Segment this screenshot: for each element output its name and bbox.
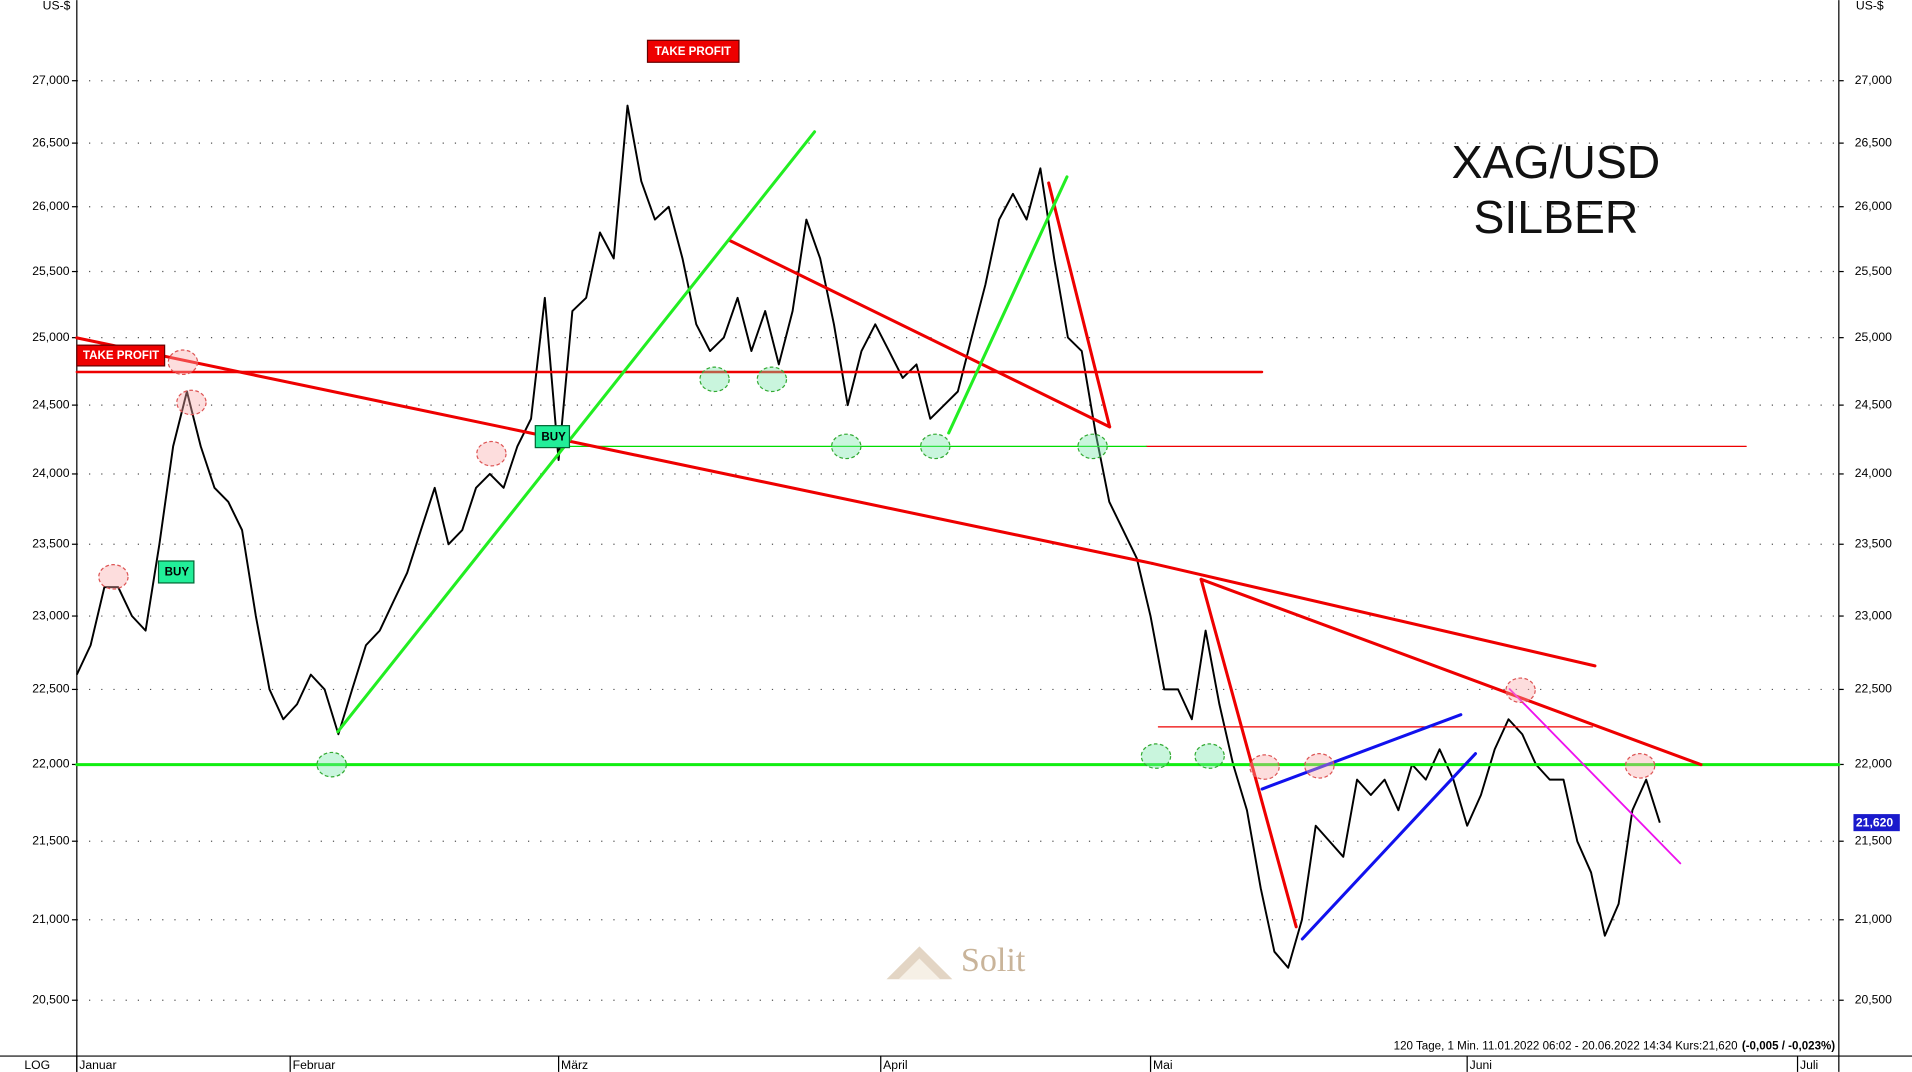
support-marker <box>316 751 347 778</box>
annotation-box <box>534 425 571 449</box>
channel-line <box>1300 752 1477 941</box>
support-marker <box>1077 433 1108 460</box>
x-tick-label: Juni <box>1470 1058 1492 1072</box>
y-tick-label: 20,500 <box>1855 992 1892 1006</box>
y-tick-label: 24,500 <box>32 397 69 411</box>
y-tick-label: 25,000 <box>32 330 69 344</box>
y-tick-label: 22,000 <box>32 757 69 771</box>
footer-change: (-0,005 / -0,023%) <box>1742 1040 1835 1052</box>
y-tick-label: 24,500 <box>1855 397 1892 411</box>
y-tick-label: 26,500 <box>1855 135 1892 149</box>
y-tick-label: 23,000 <box>32 608 69 622</box>
y-tick-label: 21,000 <box>32 912 69 926</box>
watermark: Solit <box>961 942 1026 979</box>
trend-line <box>336 130 817 734</box>
x-tick-label: Juli <box>1800 1058 1818 1072</box>
y-tick-label: 22,500 <box>32 682 69 696</box>
trend-line <box>727 238 1112 429</box>
support-marker <box>920 433 951 460</box>
y-tick-label: 22,000 <box>1855 757 1892 771</box>
support-marker <box>699 366 730 393</box>
resistance-marker <box>1505 677 1536 704</box>
y-unit: US-$ <box>43 0 71 12</box>
y-tick-label: 23,500 <box>32 536 69 550</box>
x-tick-label: Mai <box>1153 1058 1173 1072</box>
y-unit: US-$ <box>1856 0 1884 12</box>
y-tick-label: 21,500 <box>32 833 69 847</box>
x-tick-label: März <box>561 1058 588 1072</box>
trend-line <box>1508 688 1682 865</box>
trend-line <box>1150 561 1597 668</box>
y-tick-label: 25,000 <box>1855 330 1892 344</box>
last-price-badge <box>1853 814 1900 832</box>
chart-title: XAG/USD <box>1452 136 1661 188</box>
chart-subtitle: SILBER <box>1474 191 1639 243</box>
y-tick-label: 27,000 <box>32 73 69 87</box>
y-tick-label: 21,500 <box>1855 833 1892 847</box>
channel-line <box>1260 713 1463 791</box>
resistance-marker <box>98 564 129 590</box>
annotation-box <box>76 344 166 367</box>
footer: 120 Tage, 1 Min. 11.01.2022 06:02 - 20.0… <box>1394 1040 1738 1052</box>
support-marker <box>1140 743 1172 769</box>
trend-line <box>947 175 1069 435</box>
x-tick-label: Februar <box>293 1058 336 1072</box>
trend-line <box>1199 577 1298 929</box>
support-marker <box>1194 743 1225 769</box>
y-tick-label: 21,000 <box>1855 912 1892 926</box>
y-tick-label: 22,500 <box>1855 682 1892 696</box>
annotation-box <box>646 39 740 63</box>
y-tick-label: 26,000 <box>1855 199 1892 213</box>
x-tick-label: Januar <box>79 1058 116 1072</box>
trend-lines <box>75 130 1841 941</box>
annotation: TAKE PROFIT <box>655 46 731 58</box>
y-tick-label: 23,500 <box>1855 536 1892 550</box>
trend-line <box>1199 577 1703 767</box>
annotation-box <box>157 560 195 584</box>
resistance-marker <box>176 389 207 416</box>
resistance-marker <box>1624 753 1656 779</box>
y-tick-label: 24,000 <box>1855 466 1892 480</box>
y-tick-label: 20,500 <box>32 992 69 1006</box>
last-price-label: 21,620 <box>1856 815 1893 829</box>
watermark-logo <box>886 946 953 980</box>
scale-label: LOG <box>24 1058 50 1072</box>
resistance-marker <box>167 349 199 376</box>
trend-line <box>1047 181 1112 429</box>
y-tick-label: 26,000 <box>32 199 69 213</box>
trend-line <box>75 336 1154 565</box>
annotation: BUY <box>541 431 566 443</box>
support-marker <box>756 366 788 393</box>
x-tick-label: April <box>883 1058 907 1072</box>
y-tick-label: 25,500 <box>1855 264 1892 278</box>
y-tick-label: 26,500 <box>32 135 69 149</box>
resistance-marker <box>1304 753 1335 779</box>
support-marker <box>831 433 862 460</box>
y-tick-label: 25,500 <box>32 264 69 278</box>
markers <box>98 349 1656 780</box>
y-tick-label: 23,000 <box>1855 608 1892 622</box>
y-tick-label: 27,000 <box>1855 73 1892 87</box>
y-tick-label: 24,000 <box>32 466 69 480</box>
resistance-marker <box>1249 754 1280 780</box>
annotation: BUY <box>165 567 190 579</box>
annotation: TAKE PROFIT <box>83 350 159 362</box>
resistance-marker <box>476 440 507 467</box>
